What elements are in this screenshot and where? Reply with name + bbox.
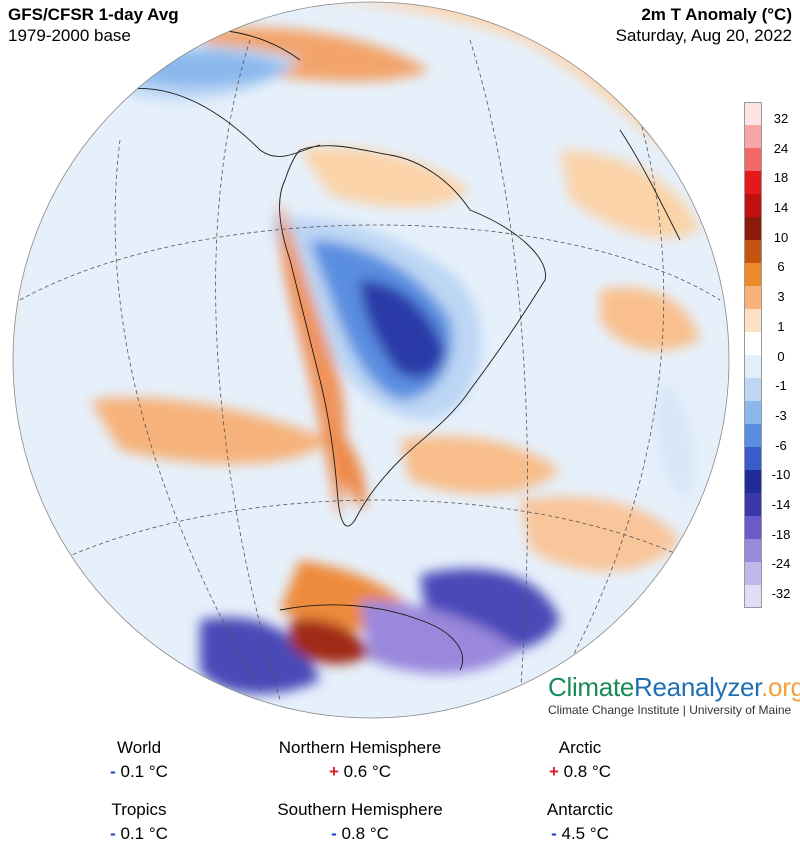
colorbar-swatch <box>744 424 762 448</box>
colorbar-swatch <box>744 378 762 402</box>
globe-rim <box>12 1 730 719</box>
colorbar <box>744 102 762 608</box>
colorbar-tick-label: 18 <box>773 170 789 186</box>
brand-part-org: .org <box>761 672 800 702</box>
stat-label: Antarctic <box>546 800 614 819</box>
model-title: GFS/CFSR 1-day Avg <box>8 5 179 24</box>
stat-number: 0.8 °C <box>563 762 612 781</box>
colorbar-swatch <box>744 286 762 310</box>
colorbar-swatch <box>744 539 762 563</box>
colorbar-swatch <box>744 148 762 172</box>
colorbar-tick-label: -10 <box>771 467 791 483</box>
stat-value: - 4.5 °C <box>460 824 700 844</box>
colorbar-swatch <box>744 355 762 379</box>
colorbar-tick-label: -32 <box>771 586 791 601</box>
stat-value: + 0.6 °C <box>240 762 480 782</box>
brand-logo: ClimateReanalyzer.org <box>548 672 800 702</box>
stat-number: 4.5 °C <box>561 824 609 843</box>
stat-value: - 0.1 °C <box>19 824 259 844</box>
south-america-outline <box>279 145 546 527</box>
africa-outline <box>619 129 681 241</box>
brand-part-reanalyzer: Reanalyzer <box>634 672 762 702</box>
colorbar-tick-label: 14 <box>773 200 789 216</box>
globe-map <box>12 1 730 719</box>
brand-part-climate: Climate <box>548 672 635 702</box>
colorbar-swatch <box>744 263 762 287</box>
colorbar-tick-label: -3 <box>775 407 787 423</box>
colorbar-tick-label: 0 <box>777 348 785 364</box>
colorbar-swatch <box>744 516 762 540</box>
colorbar-swatch <box>744 585 762 608</box>
stat-sign: + <box>328 762 339 781</box>
variable-title: 2m T Anomaly (°C) <box>641 5 792 24</box>
stat-arctic: Arctic + 0.8 °C <box>460 738 700 782</box>
colorbar-frame <box>744 102 762 608</box>
date-label: Saturday, Aug 20, 2022 <box>615 26 792 45</box>
colorbar-swatch <box>744 125 762 149</box>
colorbar-swatch <box>744 171 762 195</box>
baseline-subtitle: 1979-2000 base <box>8 26 131 45</box>
stat-label: Northern Hemisphere <box>278 738 442 757</box>
colorbar-swatch <box>744 447 762 471</box>
colorbar-swatch <box>744 493 762 517</box>
stat-antarctic: Antarctic - 4.5 °C <box>460 800 700 844</box>
colorbar-swatch <box>744 240 762 264</box>
stat-label: Arctic <box>558 738 602 757</box>
stat-number: 0.1 °C <box>120 762 168 781</box>
stat-value: + 0.8 °C <box>460 762 700 782</box>
stat-tropics: Tropics - 0.1 °C <box>19 800 259 844</box>
antarctica-outline <box>279 604 464 671</box>
stat-world: World - 0.1 °C <box>19 738 259 782</box>
colorbar-tick-label: 6 <box>777 259 785 275</box>
colorbar-swatch <box>744 332 762 356</box>
colorbar-tick-label: -6 <box>775 437 787 453</box>
stat-value: - 0.8 °C <box>240 824 480 844</box>
colorbar-tick-label: 32 <box>773 111 789 126</box>
stat-label: Tropics <box>111 800 167 819</box>
colorbar-swatch <box>744 401 762 425</box>
stat-label: Southern Hemisphere <box>277 800 443 819</box>
colorbar-swatch <box>744 470 762 494</box>
colorbar-swatch <box>744 102 762 126</box>
stat-northern-hemisphere: Northern Hemisphere + 0.6 °C <box>240 738 480 782</box>
graticule <box>19 39 721 701</box>
colorbar-swatch <box>744 217 762 241</box>
colorbar-swatch <box>744 562 762 586</box>
colorbar-tick-label: -14 <box>771 496 791 512</box>
stat-sign: - <box>110 762 116 781</box>
colorbar-swatch <box>744 309 762 333</box>
colorbar-tick-label: -24 <box>771 556 791 572</box>
colorbar-tick-label: 3 <box>777 289 785 305</box>
stat-sign: + <box>548 762 559 781</box>
colorbar-tick-label: -1 <box>775 378 787 394</box>
stat-label: World <box>116 738 162 757</box>
stat-number: 0.6 °C <box>343 762 392 781</box>
stat-sign: - <box>551 824 557 843</box>
stat-sign: - <box>331 824 337 843</box>
stat-southern-hemisphere: Southern Hemisphere - 0.8 °C <box>240 800 480 844</box>
colorbar-tick-label: 10 <box>773 229 789 245</box>
central-america-outline <box>119 88 321 157</box>
brand-subtitle: Climate Change Institute | University of… <box>548 703 792 717</box>
colorbar-tick-label: 1 <box>777 318 785 334</box>
colorbar-swatch <box>744 194 762 218</box>
colorbar-tick-label: -18 <box>771 526 791 542</box>
colorbar-tick-label: 24 <box>773 140 789 156</box>
stat-number: 0.1 °C <box>120 824 168 843</box>
stat-sign: - <box>110 824 116 843</box>
stat-value: - 0.1 °C <box>19 762 259 782</box>
stat-number: 0.8 °C <box>341 824 389 843</box>
